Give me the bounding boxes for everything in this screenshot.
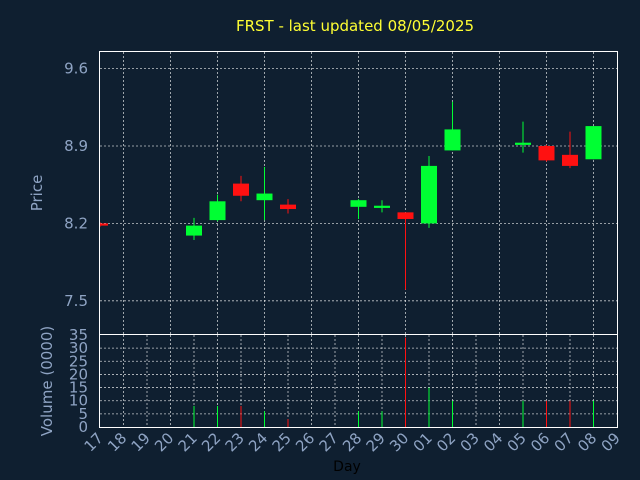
candle-body	[374, 205, 390, 208]
candle-body	[280, 204, 296, 210]
x-tick-label: 08	[574, 429, 600, 455]
candle-body	[350, 200, 367, 207]
volume-axis-label: Volume (0000)	[38, 326, 56, 436]
candle-body	[209, 201, 226, 221]
x-tick-label: 07	[551, 429, 577, 455]
price-tick-label: 8.2	[64, 214, 88, 232]
price-axis-label: Price	[28, 175, 46, 212]
volume-tick-label: 20	[69, 365, 88, 383]
x-tick-label: 21	[175, 429, 201, 455]
x-tick-label: 26	[292, 429, 318, 455]
x-tick-label: 04	[480, 429, 506, 455]
volume-tick-label: 15	[69, 379, 88, 397]
x-tick-label: 24	[245, 429, 271, 455]
x-tick-label: 29	[363, 429, 389, 455]
candle-body	[585, 126, 602, 160]
volume-tick-label: 30	[69, 339, 88, 357]
volume-tick-label: 25	[69, 352, 88, 370]
x-tick-label: 05	[504, 429, 530, 455]
x-tick-label: 20	[151, 429, 177, 455]
x-tick-label: 19	[128, 429, 154, 455]
x-tick-label: 18	[104, 429, 130, 455]
volume-tick-label: 5	[78, 405, 88, 423]
price-tick-label: 9.6	[64, 60, 88, 78]
x-tick-label: 28	[339, 429, 365, 455]
volume-tick-label: 35	[69, 326, 88, 344]
x-tick-label: 06	[527, 429, 553, 455]
candle-body	[397, 212, 414, 219]
price-tick-label: 7.5	[64, 292, 88, 310]
x-tick-label: 30	[386, 429, 412, 455]
volume-tick-label: 10	[69, 392, 88, 410]
candle-body	[421, 165, 437, 224]
candle-body	[515, 142, 531, 145]
x-axis-label: Day	[333, 459, 361, 475]
candle-body	[186, 225, 202, 236]
x-tick-label: 25	[269, 429, 295, 455]
candle-body	[444, 129, 461, 151]
volume-panel-frame	[99, 334, 618, 428]
x-tick-label: 02	[433, 429, 459, 455]
candle-body	[233, 183, 249, 196]
x-tick-label: 09	[598, 429, 624, 455]
x-tick-label: 27	[316, 429, 342, 455]
candle-body	[538, 146, 555, 161]
x-tick-label: 01	[410, 429, 436, 455]
x-tick-label: 23	[222, 429, 248, 455]
candle-body	[256, 193, 273, 201]
candle-body	[562, 154, 578, 166]
candle-body	[100, 223, 108, 226]
x-tick-label: 03	[457, 429, 483, 455]
x-tick-label: 22	[198, 429, 224, 455]
volume-tick-label: 0	[78, 418, 88, 436]
price-tick-label: 8.9	[64, 137, 88, 155]
chart-title: FRST - last updated 08/05/2025	[236, 17, 474, 35]
